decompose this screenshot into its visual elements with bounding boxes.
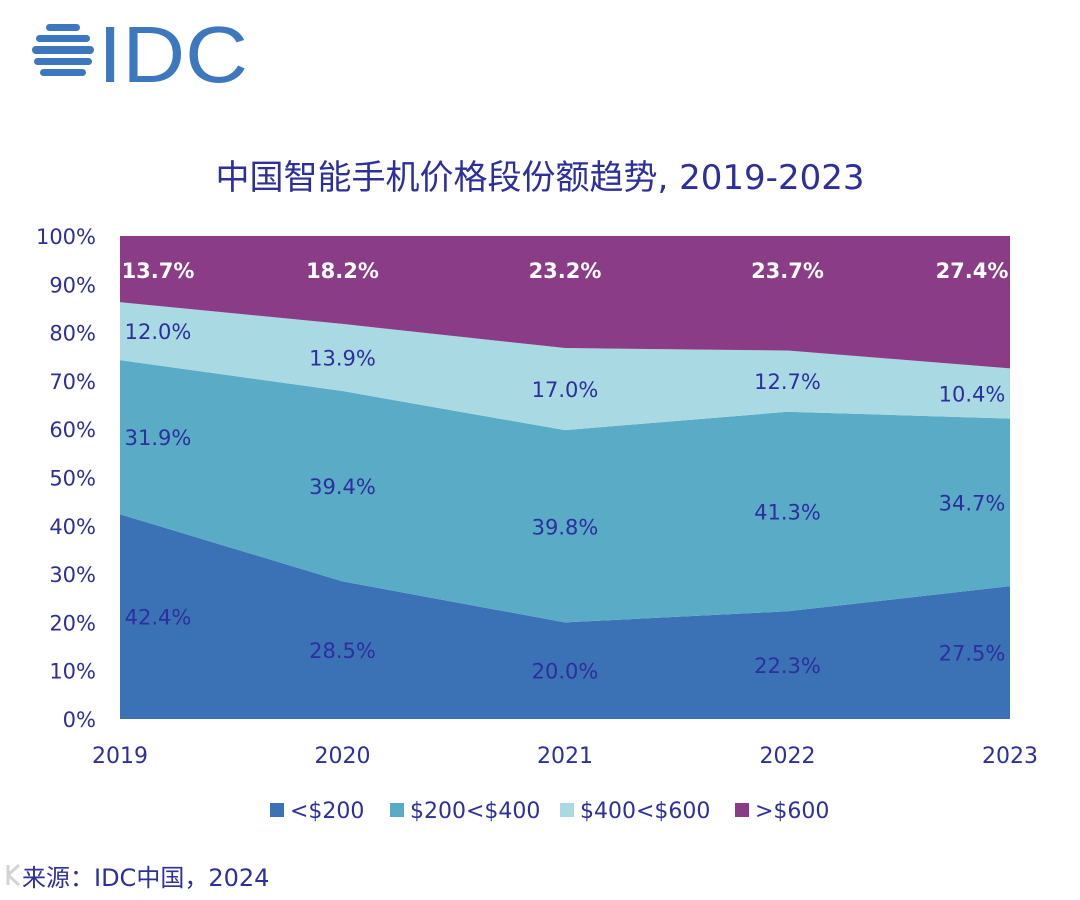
y-tick-label: 50% bbox=[49, 467, 96, 491]
data-label: 34.7% bbox=[939, 491, 1006, 515]
legend-label: >$600 bbox=[755, 799, 829, 824]
y-tick-label: 0% bbox=[63, 708, 96, 732]
y-tick-label: 60% bbox=[49, 418, 96, 442]
data-label: 31.9% bbox=[125, 426, 192, 450]
x-tick-label: 2020 bbox=[315, 744, 371, 769]
data-label: 17.0% bbox=[532, 378, 599, 402]
data-label: 23.2% bbox=[529, 259, 602, 283]
data-label: 42.4% bbox=[125, 606, 192, 630]
watermark-logo-icon bbox=[6, 863, 21, 887]
data-label: 23.7% bbox=[751, 259, 824, 283]
y-tick-label: 80% bbox=[49, 322, 96, 346]
data-label: 18.2% bbox=[306, 259, 379, 283]
x-tick-label: 2021 bbox=[537, 744, 593, 769]
data-label: 10.4% bbox=[939, 382, 1006, 406]
legend-label: $200<$400 bbox=[410, 799, 540, 824]
data-label: 22.3% bbox=[754, 654, 821, 678]
data-label: 39.8% bbox=[532, 515, 599, 539]
x-tick-label: 2023 bbox=[982, 744, 1038, 769]
x-tick-label: 2022 bbox=[760, 744, 816, 769]
data-label: 13.9% bbox=[309, 346, 376, 370]
area-series-0 bbox=[120, 514, 1010, 719]
data-label: 39.4% bbox=[309, 475, 376, 499]
area-series-1 bbox=[120, 360, 1010, 623]
data-label: 13.7% bbox=[122, 259, 195, 283]
source-note: 来源：IDC中国，2024 bbox=[22, 864, 270, 892]
data-label: 28.5% bbox=[309, 639, 376, 663]
y-tick-label: 100% bbox=[36, 225, 96, 249]
data-label: 27.5% bbox=[939, 642, 1006, 666]
y-tick-label: 90% bbox=[49, 273, 96, 297]
y-tick-label: 40% bbox=[49, 515, 96, 539]
legend-label: $400<$600 bbox=[580, 799, 710, 824]
y-tick-label: 70% bbox=[49, 370, 96, 394]
legend-swatch bbox=[270, 803, 284, 817]
y-tick-label: 10% bbox=[49, 660, 96, 684]
area-series-3 bbox=[120, 236, 1010, 369]
data-label: 27.4% bbox=[936, 259, 1009, 283]
legend-label: <$200 bbox=[290, 799, 364, 824]
legend-swatch bbox=[735, 803, 749, 817]
idc-logo: IDC bbox=[32, 18, 248, 88]
y-tick-label: 20% bbox=[49, 611, 96, 635]
y-tick-label: 30% bbox=[49, 563, 96, 587]
x-tick-label: 2019 bbox=[92, 744, 148, 769]
legend-swatch bbox=[390, 803, 404, 817]
data-label: 41.3% bbox=[754, 501, 821, 525]
chart-title: 中国智能手机价格段份额趋势, 2019-2023 bbox=[215, 158, 865, 198]
data-label: 12.0% bbox=[125, 320, 192, 344]
legend-swatch bbox=[560, 803, 574, 817]
data-label: 12.7% bbox=[754, 370, 821, 394]
data-label: 20.0% bbox=[532, 660, 599, 684]
area-series-2 bbox=[120, 302, 1010, 431]
svg-text:IDC: IDC bbox=[98, 18, 248, 88]
